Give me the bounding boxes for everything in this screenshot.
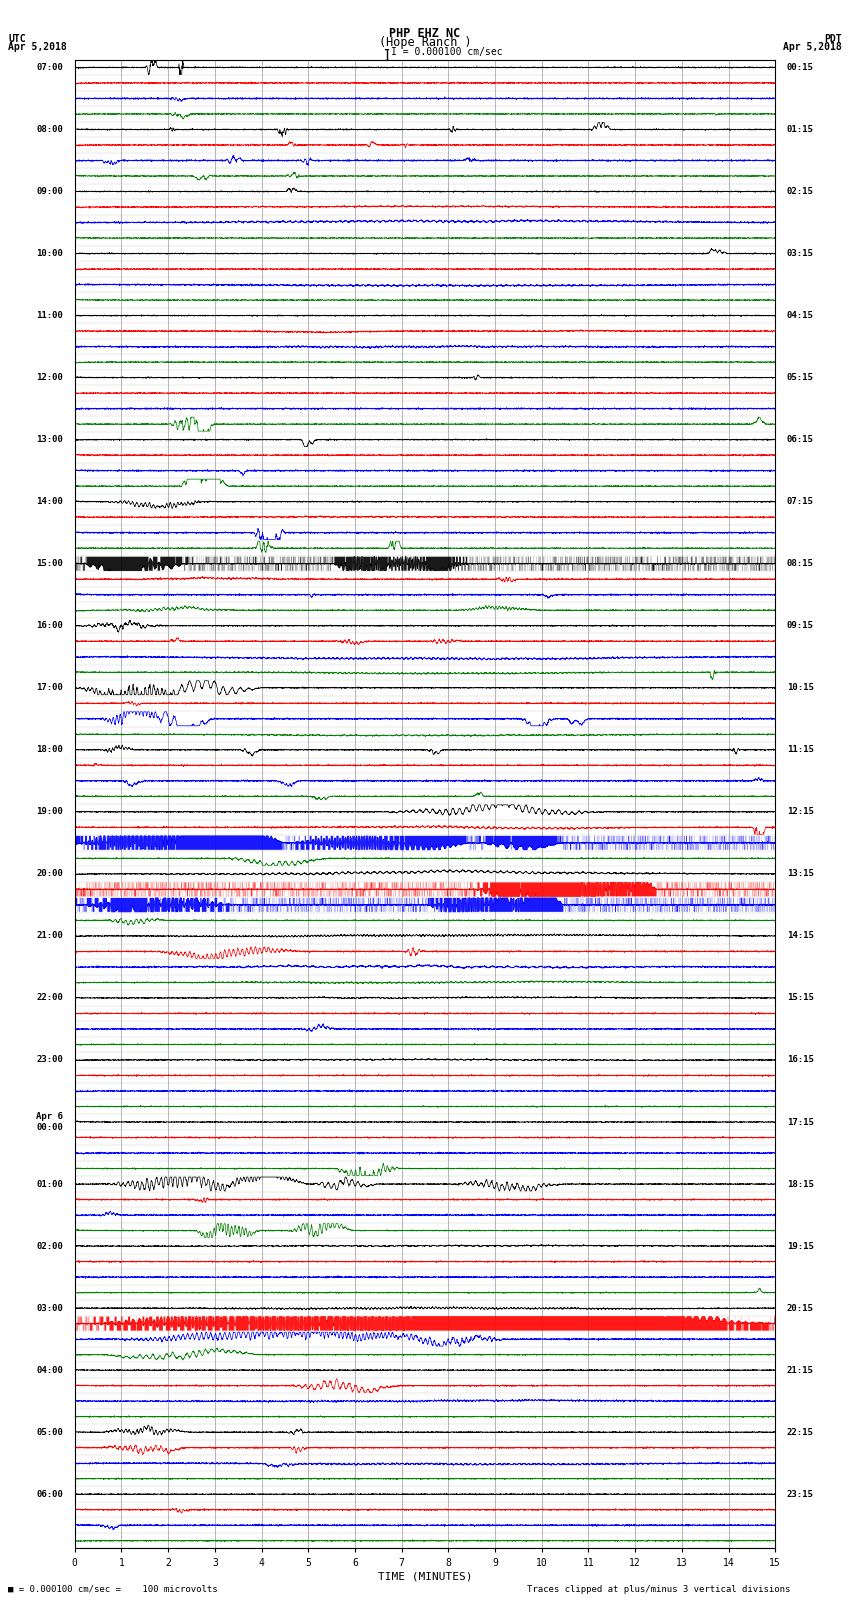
Text: 20:00: 20:00 bbox=[37, 869, 63, 879]
Text: 12:00: 12:00 bbox=[37, 373, 63, 382]
Text: PHP EHZ NC: PHP EHZ NC bbox=[389, 26, 461, 39]
Text: 02:00: 02:00 bbox=[37, 1242, 63, 1250]
Text: 09:15: 09:15 bbox=[787, 621, 813, 631]
Text: 08:00: 08:00 bbox=[37, 124, 63, 134]
Text: 07:15: 07:15 bbox=[787, 497, 813, 506]
Text: 16:00: 16:00 bbox=[37, 621, 63, 631]
Text: 19:15: 19:15 bbox=[787, 1242, 813, 1250]
X-axis label: TIME (MINUTES): TIME (MINUTES) bbox=[377, 1571, 473, 1582]
Text: 13:15: 13:15 bbox=[787, 869, 813, 879]
Text: 13:00: 13:00 bbox=[37, 436, 63, 444]
Text: 08:15: 08:15 bbox=[787, 560, 813, 568]
Text: 09:00: 09:00 bbox=[37, 187, 63, 197]
Text: 14:15: 14:15 bbox=[787, 931, 813, 940]
Text: 11:00: 11:00 bbox=[37, 311, 63, 319]
Text: 19:00: 19:00 bbox=[37, 808, 63, 816]
Text: 10:15: 10:15 bbox=[787, 684, 813, 692]
Text: 23:15: 23:15 bbox=[787, 1490, 813, 1498]
Text: Apr 5,2018: Apr 5,2018 bbox=[8, 42, 67, 52]
Text: 21:15: 21:15 bbox=[787, 1366, 813, 1374]
Text: 01:00: 01:00 bbox=[37, 1179, 63, 1189]
Text: I = 0.000100 cm/sec: I = 0.000100 cm/sec bbox=[391, 47, 502, 58]
Text: 21:00: 21:00 bbox=[37, 931, 63, 940]
Text: 22:00: 22:00 bbox=[37, 994, 63, 1002]
Text: 22:15: 22:15 bbox=[787, 1428, 813, 1437]
Text: Traces clipped at plus/minus 3 vertical divisions: Traces clipped at plus/minus 3 vertical … bbox=[527, 1584, 790, 1594]
Text: 17:00: 17:00 bbox=[37, 684, 63, 692]
Text: UTC: UTC bbox=[8, 34, 26, 44]
Text: 11:15: 11:15 bbox=[787, 745, 813, 755]
Text: 06:00: 06:00 bbox=[37, 1490, 63, 1498]
Text: Apr 5,2018: Apr 5,2018 bbox=[783, 42, 842, 52]
Text: 03:15: 03:15 bbox=[787, 248, 813, 258]
Text: 15:15: 15:15 bbox=[787, 994, 813, 1002]
Text: ■ = 0.000100 cm/sec =    100 microvolts: ■ = 0.000100 cm/sec = 100 microvolts bbox=[8, 1584, 218, 1594]
Text: PDT: PDT bbox=[824, 34, 842, 44]
Text: 20:15: 20:15 bbox=[787, 1303, 813, 1313]
Text: 00:15: 00:15 bbox=[787, 63, 813, 73]
Text: 23:00: 23:00 bbox=[37, 1055, 63, 1065]
Text: 06:15: 06:15 bbox=[787, 436, 813, 444]
Text: 18:00: 18:00 bbox=[37, 745, 63, 755]
Text: 10:00: 10:00 bbox=[37, 248, 63, 258]
Text: 17:15: 17:15 bbox=[787, 1118, 813, 1126]
Text: 03:00: 03:00 bbox=[37, 1303, 63, 1313]
Text: (Hope Ranch ): (Hope Ranch ) bbox=[379, 35, 471, 50]
Text: 04:15: 04:15 bbox=[787, 311, 813, 319]
Text: 05:00: 05:00 bbox=[37, 1428, 63, 1437]
Text: 14:00: 14:00 bbox=[37, 497, 63, 506]
Text: 04:00: 04:00 bbox=[37, 1366, 63, 1374]
Text: 18:15: 18:15 bbox=[787, 1179, 813, 1189]
Text: 05:15: 05:15 bbox=[787, 373, 813, 382]
Text: Apr 6
00:00: Apr 6 00:00 bbox=[37, 1113, 63, 1132]
Text: 02:15: 02:15 bbox=[787, 187, 813, 197]
Text: 01:15: 01:15 bbox=[787, 124, 813, 134]
Text: 16:15: 16:15 bbox=[787, 1055, 813, 1065]
Text: 12:15: 12:15 bbox=[787, 808, 813, 816]
Text: 07:00: 07:00 bbox=[37, 63, 63, 73]
Text: 15:00: 15:00 bbox=[37, 560, 63, 568]
